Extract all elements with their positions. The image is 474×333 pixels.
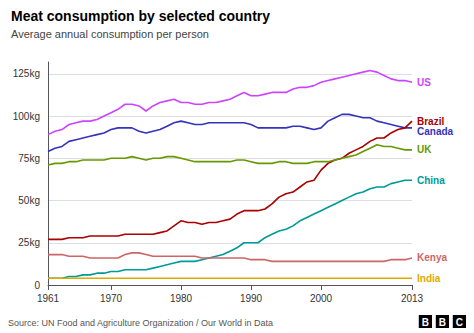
svg-text:25kg: 25kg bbox=[18, 237, 40, 248]
svg-text:1961: 1961 bbox=[37, 293, 60, 304]
svg-text:China: China bbox=[417, 175, 445, 186]
svg-text:1980: 1980 bbox=[170, 293, 193, 304]
svg-text:B: B bbox=[422, 317, 429, 328]
svg-text:50kg: 50kg bbox=[18, 195, 40, 206]
svg-text:Source: UN Food and Agricultur: Source: UN Food and Agriculture Organiza… bbox=[8, 318, 273, 328]
svg-text:Meat consumption by selected c: Meat consumption by selected country bbox=[11, 8, 270, 24]
svg-text:India: India bbox=[417, 273, 441, 284]
svg-text:C: C bbox=[456, 317, 463, 328]
svg-text:Canada: Canada bbox=[417, 126, 454, 137]
svg-text:100kg: 100kg bbox=[13, 111, 40, 122]
svg-text:125kg: 125kg bbox=[13, 68, 40, 79]
svg-text:UK: UK bbox=[417, 144, 432, 155]
svg-text:US: US bbox=[417, 77, 431, 88]
svg-text:Average annual consumption per: Average annual consumption per person bbox=[11, 28, 209, 40]
svg-text:2000: 2000 bbox=[310, 293, 333, 304]
svg-text:Kenya: Kenya bbox=[417, 252, 447, 263]
svg-text:B: B bbox=[439, 317, 446, 328]
svg-text:Brazil: Brazil bbox=[417, 116, 444, 127]
svg-text:2013: 2013 bbox=[401, 293, 424, 304]
svg-text:1970: 1970 bbox=[100, 293, 123, 304]
svg-text:75kg: 75kg bbox=[18, 153, 40, 164]
svg-text:1990: 1990 bbox=[240, 293, 263, 304]
svg-text:0: 0 bbox=[34, 280, 40, 291]
